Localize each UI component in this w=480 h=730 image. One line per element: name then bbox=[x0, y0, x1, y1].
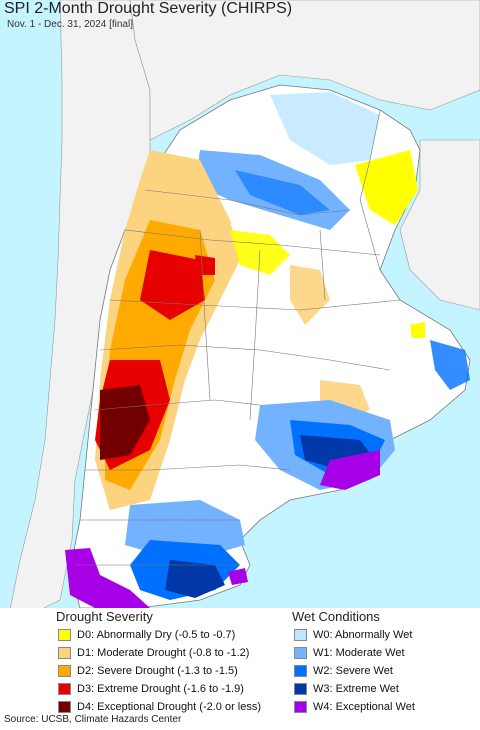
south-wet-w4 bbox=[65, 548, 150, 608]
outside-land-north bbox=[129, 0, 480, 141]
map-title: SPI 2-Month Drought Severity (CHIRPS) bbox=[4, 0, 293, 17]
paraguay-wet-w0 bbox=[270, 92, 380, 165]
legend-label-d4: D4: Exceptional Drought (-2.0 or less) bbox=[77, 700, 262, 713]
legend-label-w0: W0: Abnormally Wet bbox=[313, 628, 413, 641]
legend-item-d3: D3: Extreme Drought (-1.6 to -1.9) bbox=[58, 682, 244, 695]
swatch-d4 bbox=[58, 700, 71, 713]
legend-wet-title: Wet Conditions bbox=[292, 609, 380, 624]
uruguay-wet bbox=[430, 340, 470, 390]
swatch-w1 bbox=[294, 646, 307, 659]
swatch-w3 bbox=[294, 682, 307, 695]
legend-item-w0: W0: Abnormally Wet bbox=[294, 628, 412, 641]
uruguay-dry bbox=[410, 322, 425, 338]
swatch-w4 bbox=[294, 700, 307, 713]
source-credit: Source: UCSB, Climate Hazards Center bbox=[4, 714, 182, 725]
swatch-d3 bbox=[58, 682, 71, 695]
legend-item-d4: D4: Exceptional Drought (-2.0 or less) bbox=[58, 700, 261, 713]
legend-label-d1: D1: Moderate Drought (-0.8 to -1.2) bbox=[77, 646, 250, 659]
legend-item-w2: W2: Severe Wet bbox=[294, 664, 393, 677]
legend-item-w3: W3: Extreme Wet bbox=[294, 682, 399, 695]
province-borders bbox=[75, 109, 401, 566]
swatch-w2 bbox=[294, 664, 307, 677]
legend-label-w2: W2: Severe Wet bbox=[313, 664, 393, 677]
patagonia-wet-w3 bbox=[165, 560, 225, 598]
swatch-d0 bbox=[58, 628, 71, 641]
legend-label-w1: W1: Moderate Wet bbox=[313, 646, 405, 659]
legend-label-d0: D0: Abnormally Dry (-0.5 to -0.7) bbox=[77, 628, 236, 641]
legend-item-d2: D2: Severe Drought (-1.3 to -1.5) bbox=[58, 664, 238, 677]
west-dry-d4 bbox=[100, 385, 150, 460]
legend-item-w1: W1: Moderate Wet bbox=[294, 646, 405, 659]
legend-label-d3: D3: Extreme Drought (-1.6 to -1.9) bbox=[77, 682, 244, 695]
map-subtitle: Nov. 1 - Dec. 31, 2024 [final] bbox=[7, 19, 133, 30]
swatch-w0 bbox=[294, 628, 307, 641]
swatch-d1 bbox=[58, 646, 71, 659]
legend-item-d1: D1: Moderate Drought (-0.8 to -1.2) bbox=[58, 646, 249, 659]
legend: Drought Severity Wet Conditions D0: Abno… bbox=[0, 608, 480, 713]
legend-item-w4: W4: Exceptional Wet bbox=[294, 700, 415, 713]
legend-label-w4: W4: Exceptional Wet bbox=[313, 700, 415, 713]
tierra-del-fuego-w4 bbox=[228, 568, 248, 585]
swatch-d2 bbox=[58, 664, 71, 677]
legend-label-w3: W3: Extreme Wet bbox=[313, 682, 399, 695]
drought-map bbox=[0, 0, 480, 610]
small-d3-north bbox=[195, 255, 215, 275]
legend-label-d2: D2: Severe Drought (-1.3 to -1.5) bbox=[77, 664, 238, 677]
coast-wet-w4 bbox=[320, 450, 380, 490]
paraguay-dry-d0 bbox=[355, 150, 418, 225]
outside-land-east bbox=[399, 139, 480, 311]
north-wet-w2 bbox=[235, 170, 330, 215]
legend-drought-title: Drought Severity bbox=[56, 609, 153, 624]
legend-item-d0: D0: Abnormally Dry (-0.5 to -0.7) bbox=[58, 628, 235, 641]
